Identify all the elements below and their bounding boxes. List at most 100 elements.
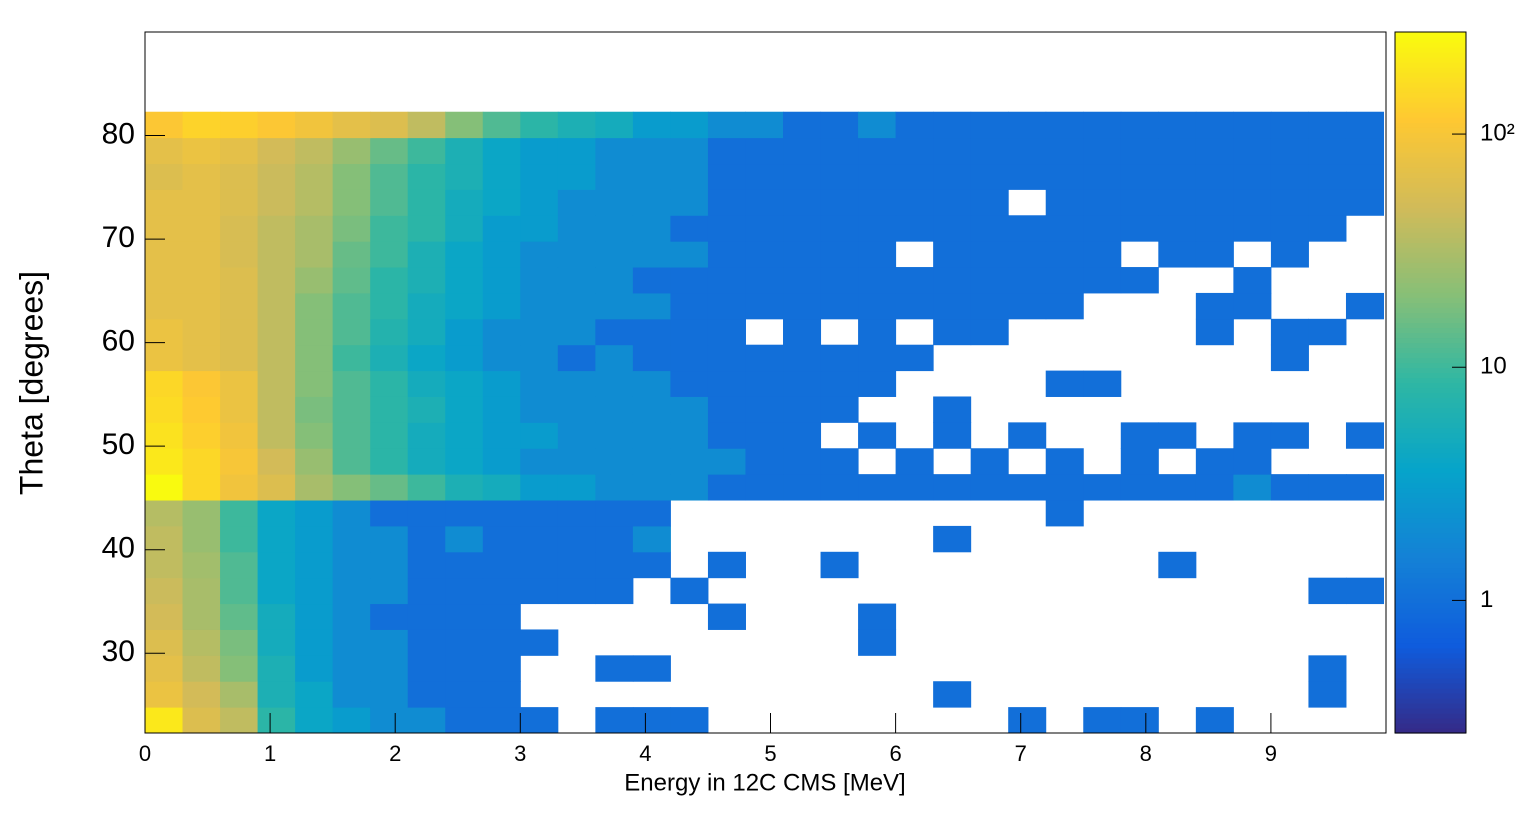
colorbar-band <box>1395 262 1466 268</box>
heatmap-cell <box>707 318 746 346</box>
heatmap-cell <box>370 448 409 475</box>
heatmap-cell <box>445 189 484 216</box>
colorbar-band <box>1395 52 1466 58</box>
heatmap-cell <box>632 318 671 346</box>
heatmap-cell <box>1045 215 1084 242</box>
heatmap-cell <box>407 111 446 139</box>
heatmap-cell <box>707 163 746 190</box>
heatmap-cell <box>632 707 671 734</box>
heatmap-cell <box>933 267 972 294</box>
colorbar-band <box>1395 202 1466 208</box>
heatmap-cell <box>670 344 709 372</box>
heatmap-cell <box>557 500 596 527</box>
heatmap-cell <box>783 163 822 190</box>
colorbar-band <box>1395 177 1466 183</box>
heatmap-cell <box>407 241 446 268</box>
heatmap-cell <box>182 422 221 449</box>
heatmap-cell <box>520 525 559 553</box>
heatmap-cell <box>332 629 371 656</box>
heatmap-cell <box>970 189 1009 216</box>
heatmap-cell <box>482 241 521 268</box>
heatmap-cell <box>482 163 521 190</box>
heatmap-cell <box>557 370 596 397</box>
heatmap-cell <box>407 189 446 216</box>
heatmap-cell <box>332 500 371 527</box>
heatmap-cell <box>632 448 671 475</box>
heatmap-cell <box>332 292 371 320</box>
y-tick-label: 60 <box>102 325 135 358</box>
heatmap-cell <box>595 163 634 190</box>
x-tick-label: 0 <box>139 741 151 766</box>
heatmap-cell <box>783 448 822 475</box>
heatmap-cell <box>257 370 296 397</box>
colorbar-band <box>1395 467 1466 474</box>
heatmap-cell <box>1308 655 1347 682</box>
heatmap-cell <box>332 267 371 294</box>
heatmap-cell <box>407 525 446 553</box>
heatmap-cell <box>370 707 409 734</box>
heatmap-cell <box>332 707 371 734</box>
heatmap-cell <box>220 551 259 579</box>
heatmap-cell <box>858 189 897 216</box>
heatmap-cell <box>257 422 296 449</box>
heatmap-cell <box>145 215 184 242</box>
heatmap-cell <box>182 551 221 579</box>
heatmap-cell <box>1308 681 1347 708</box>
colorbar-band <box>1395 567 1466 574</box>
heatmap-cell <box>783 318 822 346</box>
colorbar-band <box>1395 307 1466 313</box>
colorbar-band <box>1395 132 1466 138</box>
colorbar-band <box>1395 322 1466 329</box>
heatmap-cell <box>895 189 934 216</box>
colorbar-band <box>1395 617 1466 624</box>
heatmap-cell <box>632 111 671 139</box>
heatmap-cell <box>595 292 634 320</box>
x-tick-label: 9 <box>1265 741 1277 766</box>
heatmap-cell <box>332 189 371 216</box>
heatmap-cell <box>1120 137 1159 165</box>
heatmap-cell <box>707 215 746 242</box>
heatmap-cell <box>407 500 446 527</box>
heatmap-cell <box>407 707 446 734</box>
heatmap-cell <box>332 215 371 242</box>
heatmap-cell <box>820 292 859 320</box>
heatmap-cell <box>1008 111 1047 139</box>
heatmap-cell <box>182 474 221 501</box>
heatmap-cell <box>783 474 822 501</box>
heatmap-cell <box>970 163 1009 190</box>
heatmap-cell <box>557 215 596 242</box>
heatmap-cell <box>445 370 484 397</box>
heatmap-cell <box>1308 111 1347 139</box>
heatmap-cell <box>820 163 859 190</box>
heatmap-cell <box>557 137 596 165</box>
heatmap-cell <box>670 241 709 268</box>
heatmap-cell <box>670 111 709 139</box>
heatmap-cell <box>745 370 784 397</box>
colorbar-band <box>1395 37 1466 43</box>
heatmap-cell <box>745 163 784 190</box>
heatmap-cell <box>520 267 559 294</box>
heatmap-cell <box>482 629 521 656</box>
heatmap-cell <box>482 318 521 346</box>
colorbar-frame <box>1394 31 1467 734</box>
heatmap-cell <box>182 189 221 216</box>
heatmap-cell <box>295 396 334 423</box>
heatmap-cell <box>632 267 671 294</box>
heatmap-cell <box>933 215 972 242</box>
heatmap-cell <box>145 318 184 346</box>
heatmap-cell <box>257 681 296 708</box>
heatmap-cell <box>145 707 184 734</box>
heatmap-cell <box>445 318 484 346</box>
colorbar-band <box>1395 692 1466 699</box>
heatmap-cell <box>670 370 709 397</box>
colorbar-band <box>1395 102 1466 108</box>
heatmap-cell <box>145 189 184 216</box>
heatmap-cell <box>332 525 371 553</box>
heatmap-cell <box>295 448 334 475</box>
heatmap-cell <box>370 551 409 579</box>
colorbar-band <box>1395 582 1466 589</box>
heatmap-cell <box>220 215 259 242</box>
colorbar-band <box>1395 282 1466 288</box>
heatmap-cell <box>445 163 484 190</box>
colorbar-band <box>1395 117 1466 123</box>
